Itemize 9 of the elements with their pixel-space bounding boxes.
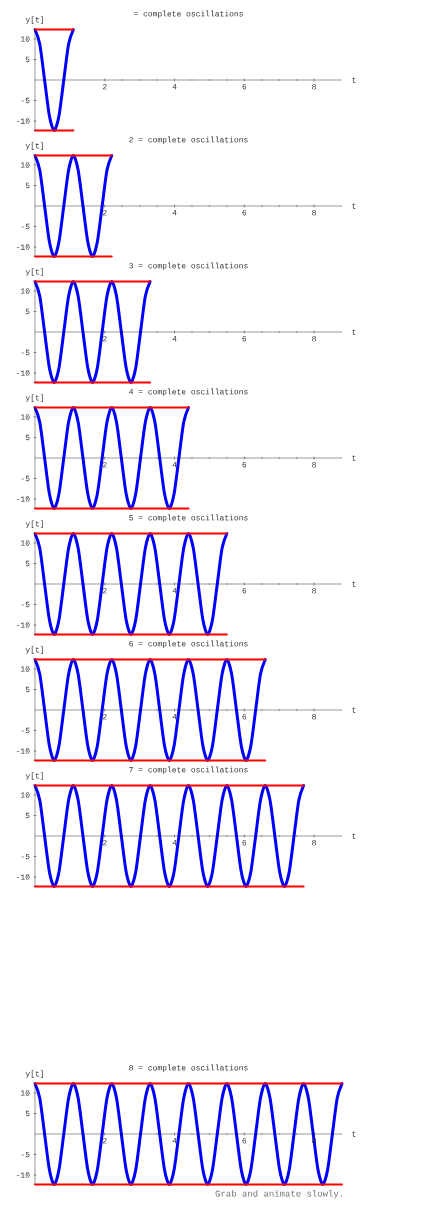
text: Grab and animate slowly. (215, 1190, 342, 1199)
line-series (33, 532, 229, 637)
line-series (33, 280, 152, 384)
line-series (33, 406, 190, 511)
line-series (33, 1082, 344, 1187)
line-series (33, 784, 306, 889)
line-series (33, 658, 267, 763)
line-series (33, 154, 114, 258)
line-series (33, 28, 75, 132)
